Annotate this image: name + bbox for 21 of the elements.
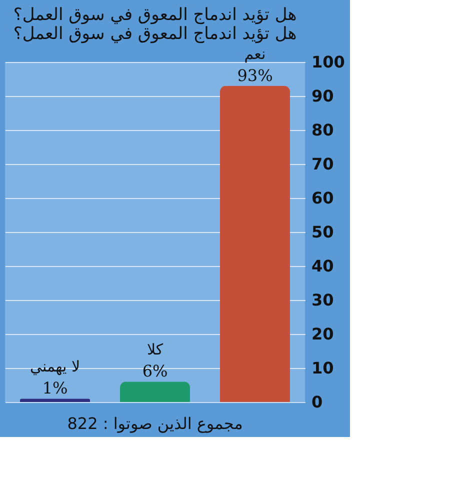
data-label: 6% [142, 362, 168, 381]
y-tick-label: 10 [312, 358, 334, 378]
bar [220, 86, 290, 402]
y-tick-label: 50 [312, 222, 334, 242]
y-tick-label: 30 [312, 290, 334, 310]
y-tick-label: 90 [312, 86, 334, 106]
chart-title: هل تؤيد اندماج المعوق في سوق العمل؟ هل تؤيد اندماج المعوق في سوق العمل؟ [13, 4, 297, 44]
x-tick-label: لا يهمني [30, 358, 80, 376]
y-tick-label: 100 [312, 52, 345, 72]
y-tick-label: 0 [312, 392, 323, 412]
y-tick-label: 40 [312, 256, 334, 276]
y-tick-label: 60 [312, 188, 334, 208]
data-label: 1% [42, 378, 68, 398]
y-tick-label: 20 [312, 324, 334, 344]
y-tick-label: 70 [312, 154, 334, 174]
text: مجموع الذين صوتوا : 822 [67, 414, 243, 433]
x-tick-label: نعم [244, 44, 266, 63]
y-tick-label: 80 [312, 120, 334, 140]
data-label: 93% [237, 66, 273, 85]
x-tick-label: كلا [146, 340, 164, 359]
bar [120, 382, 190, 402]
